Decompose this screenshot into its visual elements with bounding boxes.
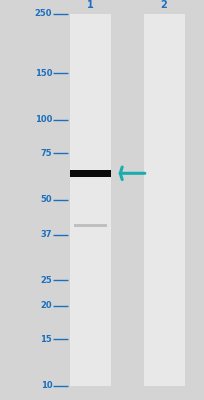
Text: 150: 150	[35, 68, 52, 78]
Bar	[69, 170, 110, 177]
Text: 37: 37	[41, 230, 52, 239]
Text: 75: 75	[40, 149, 52, 158]
Bar	[69, 14, 110, 386]
Text: 15: 15	[40, 335, 52, 344]
Text: 50: 50	[40, 196, 52, 204]
Text: 10: 10	[40, 382, 52, 390]
Text: 20: 20	[40, 301, 52, 310]
Text: 250: 250	[35, 10, 52, 18]
Text: 100: 100	[35, 115, 52, 124]
Text: 25: 25	[40, 276, 52, 285]
Text: 2: 2	[160, 0, 166, 10]
Bar	[73, 224, 106, 227]
Text: 1: 1	[86, 0, 93, 10]
Bar	[143, 14, 184, 386]
